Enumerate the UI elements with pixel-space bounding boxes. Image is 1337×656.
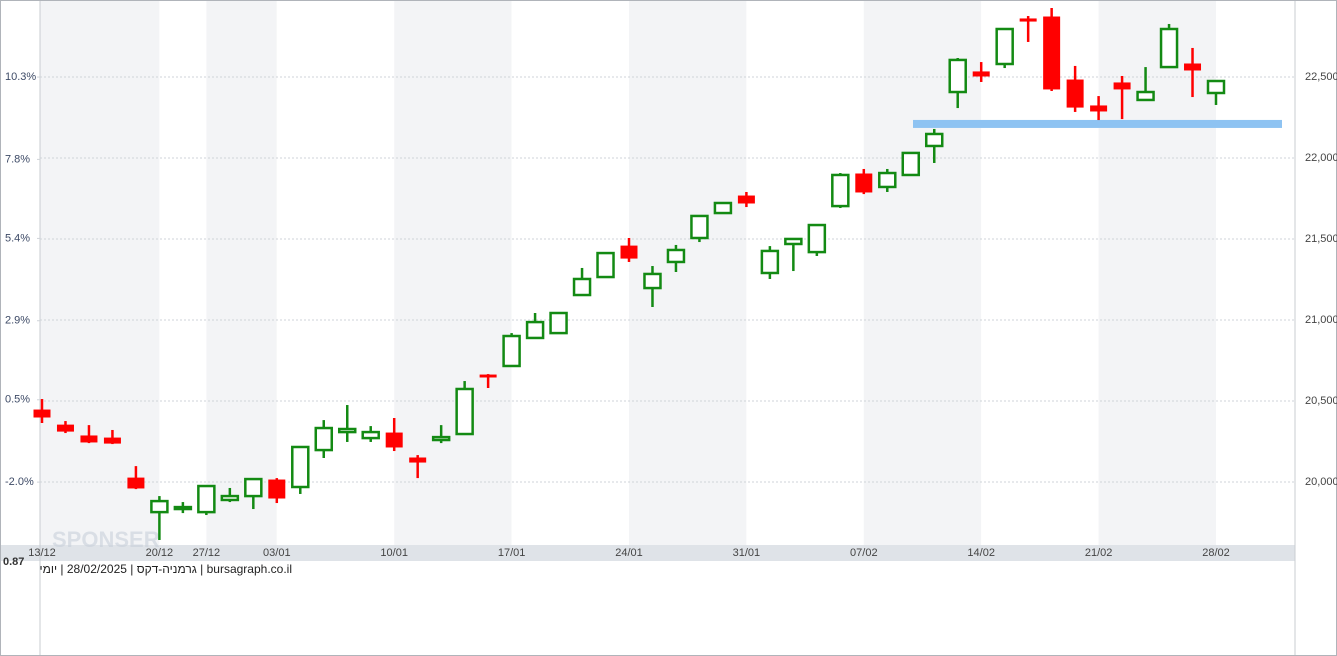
candle-body [549,311,568,335]
x-tick-label: 20/12 [146,547,174,559]
candle-body [314,426,334,452]
corner-label: 0.87 [3,556,24,568]
candle-body [643,272,662,290]
background-stripe [863,0,982,561]
candle-body [784,237,803,246]
candle-body [127,477,145,489]
x-tick-label: 07/02 [850,547,878,559]
x-tick-label: 13/12 [28,547,56,559]
candle-body [1043,16,1061,90]
support-line [913,119,1282,128]
candle-body [525,320,545,340]
candle-body [596,251,615,279]
candle-body [760,249,780,275]
watermark: SPONSER [52,527,160,552]
y2-tick-label: 2.9% [5,315,30,327]
background-stripe [394,0,512,561]
candle-body [1159,27,1179,69]
candle-body [361,430,380,440]
y-tick-label: 21,000 [1305,314,1337,326]
candle-body [995,27,1014,66]
candle-body [173,505,193,511]
background-stripe [1216,0,1295,561]
candle-body [103,437,121,444]
candle-body [385,432,403,448]
y-tick-label: 22,000 [1305,152,1337,164]
y2-tick-label: 5.4% [5,232,30,244]
candle-body [924,132,944,148]
candle-body [1136,90,1155,102]
candle-body [80,435,98,443]
candle-body [291,445,310,489]
background-stripe [40,0,160,561]
y2-tick-label: -2.0% [5,476,34,488]
candle-body [713,201,733,215]
date-axis-band [0,545,1295,561]
y2-tick-label: 7.8% [5,153,30,165]
candle-body [1019,18,1037,22]
candle-body [1113,82,1131,90]
candle-body [807,223,827,254]
candle-body [337,427,357,434]
background-stripe [206,0,277,561]
candle-body [150,499,169,514]
candle-body [33,409,51,418]
candle-body [620,245,638,259]
y-tick-label: 21,500 [1305,233,1337,245]
x-tick-label: 24/01 [615,547,643,559]
y-tick-label: 22,500 [1305,71,1337,83]
candle-body [1090,105,1108,112]
candle-body [690,214,709,240]
candle-body [197,484,216,514]
x-tick-label: 14/02 [967,547,995,559]
x-tick-label: 31/01 [733,547,761,559]
candle-body [1184,63,1202,71]
y-tick-label: 20,000 [1305,476,1337,488]
candle-body [831,173,850,208]
candle-body [455,387,474,436]
x-tick-label: 27/12 [193,547,221,559]
candle-body [1066,79,1084,108]
background-stripe [1098,0,1216,561]
x-tick-label: 28/02 [1202,547,1230,559]
candle-body [901,151,921,177]
x-tick-label: 21/02 [1085,547,1113,559]
candle-body [56,424,74,432]
background-stripe [159,0,207,561]
candle-body [972,71,990,77]
candle-body [1206,79,1226,95]
candle-body [244,477,263,498]
candle-body [268,479,286,499]
candle-body [855,173,873,193]
candle-body [737,195,755,204]
candle-body [220,494,240,502]
candle-body [666,248,686,264]
candle-body [431,435,451,442]
x-tick-label: 03/01 [263,547,291,559]
x-tick-label: 17/01 [498,547,526,559]
background-stripe [746,0,864,561]
candle-body [878,171,897,189]
candle-body [479,374,497,378]
candle-body [409,457,427,463]
x-tick-label: 10/01 [380,547,408,559]
y2-tick-label: 10.3% [5,71,36,83]
candle-body [502,334,521,368]
footer: bursagraph.co.il | גרמניה-דקס | 28/02/20… [39,562,292,576]
candle-body [572,277,592,297]
background-stripe [511,0,629,561]
candle-body [948,58,967,94]
y-tick-label: 20,500 [1305,395,1337,407]
y2-tick-label: 0.5% [5,394,30,406]
